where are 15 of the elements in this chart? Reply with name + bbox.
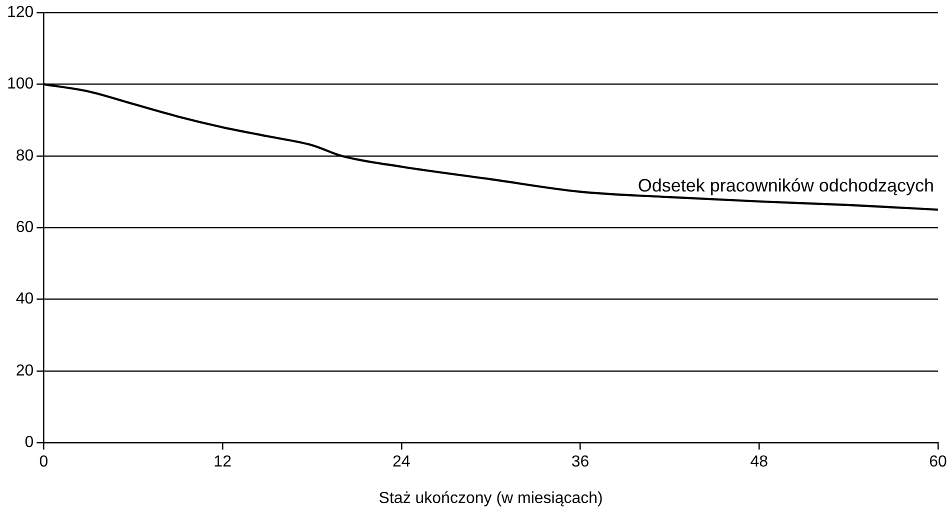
x-tick-label: 48 xyxy=(750,454,768,471)
y-tick-label: 100 xyxy=(6,76,34,93)
x-tick-label: 0 xyxy=(39,454,48,471)
x-tick-label: 36 xyxy=(571,454,590,471)
y-tick-label: 0 xyxy=(24,434,34,452)
x-tick-label: 24 xyxy=(392,454,410,471)
x-tick-label: 60 xyxy=(929,454,947,471)
y-tick-label: 60 xyxy=(16,219,34,236)
y-tick-label: 80 xyxy=(16,147,34,164)
y-tick-label: 40 xyxy=(16,290,34,308)
series-label: Odsetek pracowników odchodzących xyxy=(638,176,934,196)
x-axis-title: Staż ukończony (w miesiącach) xyxy=(378,490,603,507)
y-tick-label: 20 xyxy=(16,362,34,380)
y-tick-label: 120 xyxy=(6,4,34,22)
x-tick-label: 12 xyxy=(214,454,232,471)
